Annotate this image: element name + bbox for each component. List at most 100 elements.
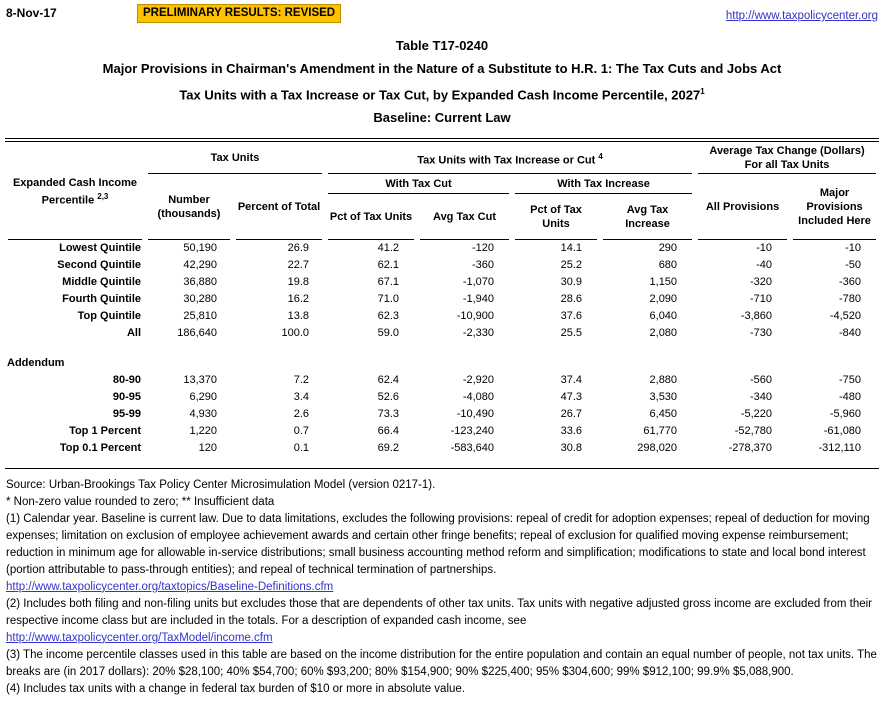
footnote-text: (4) Includes tax units with a change in … <box>6 682 465 695</box>
footnote-text: (2) Includes both filing and non-filing … <box>6 597 872 627</box>
baseline-title: Baseline: Current Law <box>373 110 511 126</box>
row-label: Middle Quintile <box>62 276 141 289</box>
cell: -10 <box>756 242 773 255</box>
row-label: Second Quintile <box>57 259 141 272</box>
cell: -278,370 <box>728 442 773 455</box>
table-row: Top 0.1 Percent 120 0.1 69.2 -583,640 30.8 298… <box>5 440 879 457</box>
top-bar: 8-Nov-17 PRELIMINARY RESULTS: REVISED ht… <box>0 0 884 24</box>
cell: 1,220 <box>189 425 217 438</box>
table-row: Middle Quintile 36,880 19.8 67.1 -1,070 30.9 1… <box>5 274 879 291</box>
cell: 62.1 <box>377 259 400 272</box>
subtitle-text: Tax Units with a Tax Increase or Tax Cut… <box>179 87 701 103</box>
cell: -10,900 <box>456 310 495 323</box>
cell: 290 <box>658 242 678 255</box>
cell: 36,880 <box>183 276 217 289</box>
cell: -340 <box>750 391 773 404</box>
table-top-rule <box>5 138 879 143</box>
cell: 25.5 <box>560 327 583 340</box>
cell: 6,290 <box>189 391 217 404</box>
cell: 33.6 <box>560 425 583 438</box>
footnotes: Source: Urban-Brookings Tax Policy Cente… <box>0 477 884 698</box>
footnote-text: (1) Calendar year. Baseline is current l… <box>6 512 870 576</box>
cell: -560 <box>750 374 773 387</box>
footnote-link[interactable]: http://www.taxpolicycenter.org/TaxModel/… <box>6 631 273 644</box>
cell: 2.6 <box>293 408 310 421</box>
table-row: Lowest Quintile 50,190 26.9 41.2 -120 14.1 290… <box>5 240 879 257</box>
cell: 52.6 <box>377 391 400 404</box>
cell: -583,640 <box>450 442 495 455</box>
cell: -750 <box>839 374 862 387</box>
footnote-text: (3) The income percentile classes used i… <box>6 648 877 678</box>
cell: 1,150 <box>649 276 678 289</box>
cell: 13.8 <box>287 310 310 323</box>
row-label: Top Quintile <box>77 310 141 323</box>
footnote-link[interactable]: http://www.taxpolicycenter.org/taxtopics… <box>6 580 334 593</box>
addendum-rows: 80-90 13,370 7.2 62.4 -2,920 37.4 2,880 -560 -75… <box>5 372 879 457</box>
cell: -360 <box>471 259 495 272</box>
stub-header: Expanded Cash Income Percentile 2,3 <box>5 142 145 241</box>
table-row: 90-95 6,290 3.4 52.6 -4,080 47.3 3,530 -340 -480 <box>5 389 879 406</box>
cell: -1,070 <box>462 276 495 289</box>
cell: 6,040 <box>649 310 678 323</box>
pad-row <box>5 457 879 468</box>
cell: 41.2 <box>377 242 400 255</box>
cell: 61,770 <box>643 425 678 438</box>
taxpolicycenter-link[interactable]: http://www.taxpolicycenter.org <box>725 10 878 22</box>
cell: 50,190 <box>183 242 217 255</box>
subtitle-footnote-ref: 1 <box>700 87 705 96</box>
cell: -780 <box>839 293 862 306</box>
col-header-pct-tax-units-cut: Pct of Tax Units <box>325 194 417 241</box>
cell: 42,290 <box>183 259 217 272</box>
table-number-title: Table T17-0240 <box>395 38 489 53</box>
col-header-avg-tax-increase: Avg Tax Increase <box>600 194 695 241</box>
cell: -710 <box>750 293 773 306</box>
date-label: 8-Nov-17 <box>6 6 57 20</box>
cell: 100.0 <box>281 327 310 340</box>
cell: 0.7 <box>293 425 310 438</box>
table-subtitle: Tax Units with a Tax Increase or Tax Cut… <box>0 80 884 106</box>
cell: 28.6 <box>560 293 583 306</box>
stub-header-text: Expanded Cash Income Percentile <box>12 176 138 207</box>
subgroup-with-tax-increase: With Tax Increase <box>512 174 695 195</box>
cell: 37.6 <box>560 310 583 323</box>
stub-footnote-ref: 2,3 <box>97 191 109 201</box>
group-footnote-ref: 4 <box>598 151 603 161</box>
col-header-number: Number (thousands) <box>145 174 233 241</box>
cell: 25.2 <box>560 259 583 272</box>
cell: -480 <box>839 391 862 404</box>
title-block: Table T17-0240 Major Provisions in Chair… <box>0 34 884 129</box>
spacer-row <box>5 342 879 355</box>
cell: -123,240 <box>450 425 495 438</box>
group-increase-or-cut-text: Tax Units with Tax Increase or Cut <box>417 154 599 167</box>
group-tax-units: Tax Units <box>145 142 325 175</box>
cell: 186,640 <box>177 327 217 340</box>
cell: -52,780 <box>734 425 773 438</box>
cell: -4,080 <box>462 391 495 404</box>
table-row: 80-90 13,370 7.2 62.4 -2,920 37.4 2,880 -560 -75… <box>5 372 879 389</box>
cell: 19.8 <box>287 276 310 289</box>
cell: 298,020 <box>637 442 678 455</box>
cell: 66.4 <box>377 425 400 438</box>
cell: 0.1 <box>293 442 310 455</box>
cell: 30,280 <box>183 293 217 306</box>
cell: -4,520 <box>829 310 862 323</box>
table-row: Top 1 Percent 1,220 0.7 66.4 -123,240 33.6 61,… <box>5 423 879 440</box>
main-rows: Lowest Quintile 50,190 26.9 41.2 -120 14.1 290… <box>5 240 879 342</box>
cell: 26.9 <box>287 242 310 255</box>
avg-change-line1: Average Tax Change (Dollars) <box>709 145 865 158</box>
row-label: 95-99 <box>112 408 141 421</box>
cell: 30.8 <box>560 442 583 455</box>
table-row: 95-99 4,930 2.6 73.3 -10,490 26.7 6,450 -5,220 -… <box>5 406 879 423</box>
footnote-text: * Non-zero value rounded to zero; ** Ins… <box>6 495 275 508</box>
addendum-label-row: Addendum <box>5 355 879 372</box>
cell: -5,220 <box>740 408 773 421</box>
cell: 69.2 <box>377 442 400 455</box>
cell: -840 <box>839 327 862 340</box>
col-header-all-provisions: All Provisions <box>695 174 790 241</box>
cell: -5,960 <box>829 408 862 421</box>
cell: 71.0 <box>377 293 400 306</box>
cell: 73.3 <box>377 408 400 421</box>
cell: 16.2 <box>287 293 310 306</box>
cell: 3.4 <box>293 391 310 404</box>
